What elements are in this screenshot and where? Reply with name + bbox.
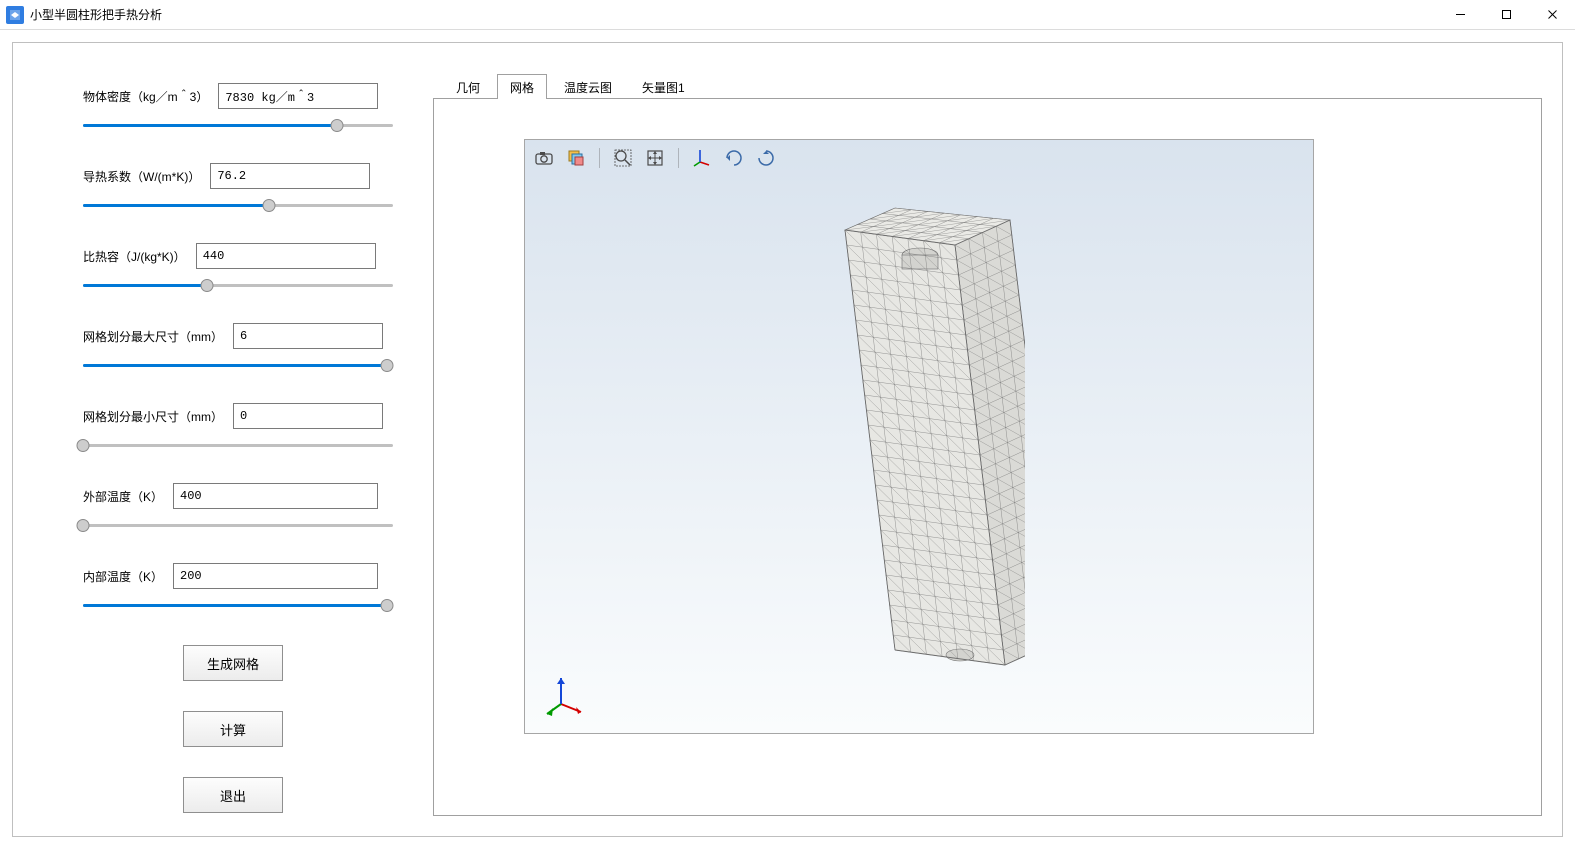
layers-icon[interactable] [563,146,589,170]
param-label-temp_out: 外部温度（K） [83,488,163,505]
zoom-box-icon[interactable] [610,146,636,170]
param-label-heatcap: 比热容（J/(kg*K)） [83,248,186,265]
param-row-temp_in: 内部温度（K） [83,563,393,615]
window-title: 小型半圆柱形把手热分析 [30,6,162,23]
param-slider-temp_in[interactable] [83,597,393,615]
param-label-meshmin: 网格划分最小尺寸（mm） [83,408,223,425]
param-row-meshmax: 网格划分最大尺寸（mm） [83,323,393,375]
param-row-meshmin: 网格划分最小尺寸（mm） [83,403,393,455]
axis-triad-icon [543,672,589,718]
param-row-heatcap: 比热容（J/(kg*K)） [83,243,393,295]
orient-axes-icon[interactable] [689,146,715,170]
tab-bar: 几何网格温度云图矢量图1 [433,73,1542,99]
param-input-meshmax[interactable] [233,323,383,349]
close-button[interactable] [1529,0,1575,29]
viewport-toolbar [531,144,779,172]
compute-button[interactable]: 计算 [183,711,283,747]
param-input-temp_out[interactable] [173,483,378,509]
rotate-vertical-icon[interactable] [753,146,779,170]
parameter-panel: 物体密度（kg／m＾3） 导热系数（W/(m*K)） 比热容（J/(kg*K)） 网格… [83,83,393,813]
param-label-conduct: 导热系数（W/(m*K)） [83,168,200,185]
tab-0[interactable]: 几何 [443,74,493,99]
param-input-density[interactable] [218,83,378,109]
param-slider-meshmin[interactable] [83,437,393,455]
toolbar-separator [678,148,679,168]
param-input-conduct[interactable] [210,163,370,189]
param-row-temp_out: 外部温度（K） [83,483,393,535]
right-area: 几何网格温度云图矢量图1 [433,73,1542,816]
app-icon [6,6,24,24]
camera-icon[interactable] [531,146,557,170]
rotate-horizontal-icon[interactable] [721,146,747,170]
tab-3[interactable]: 矢量图1 [629,74,698,99]
param-row-density: 物体密度（kg／m＾3） [83,83,393,135]
maximize-button[interactable] [1483,0,1529,29]
content-frame: 物体密度（kg／m＾3） 导热系数（W/(m*K)） 比热容（J/(kg*K)） 网格… [12,42,1563,837]
tab-1[interactable]: 网格 [497,74,547,99]
mesh-rendering [825,200,1025,680]
param-slider-temp_out[interactable] [83,517,393,535]
param-slider-heatcap[interactable] [83,277,393,295]
param-input-meshmin[interactable] [233,403,383,429]
minimize-button[interactable] [1437,0,1483,29]
param-slider-meshmax[interactable] [83,357,393,375]
fit-screen-icon[interactable] [642,146,668,170]
param-slider-density[interactable] [83,117,393,135]
param-label-temp_in: 内部温度（K） [83,568,163,585]
tab-2[interactable]: 温度云图 [551,74,625,99]
titlebar: 小型半圆柱形把手热分析 [0,0,1575,30]
param-label-density: 物体密度（kg／m＾3） [83,88,208,105]
generate-mesh-button[interactable]: 生成网格 [183,645,283,681]
param-input-temp_in[interactable] [173,563,378,589]
param-row-conduct: 导热系数（W/(m*K)） [83,163,393,215]
tab-body [433,98,1542,816]
exit-button[interactable]: 退出 [183,777,283,813]
param-input-heatcap[interactable] [196,243,376,269]
param-slider-conduct[interactable] [83,197,393,215]
mesh-viewport[interactable] [524,139,1314,734]
param-label-meshmax: 网格划分最大尺寸（mm） [83,328,223,345]
toolbar-separator [599,148,600,168]
